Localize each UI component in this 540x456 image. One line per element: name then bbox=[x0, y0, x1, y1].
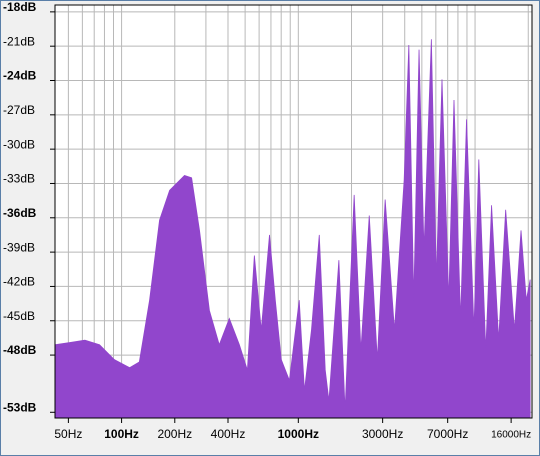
y-tick-label: -39dB bbox=[3, 240, 35, 254]
plot-border bbox=[54, 4, 533, 419]
labels: -18dB -21dB -24dB -27dB -30dB -33dB -36dB -39dB… bbox=[3, 0, 531, 441]
x-tick-label: 200Hz bbox=[157, 427, 192, 441]
y-tick-label: -48dB bbox=[3, 343, 37, 357]
marks bbox=[54, 39, 531, 419]
y-tick-label: -18dB bbox=[3, 0, 37, 14]
x-tick-label: 3000Hz bbox=[362, 427, 403, 441]
spectrum-area bbox=[54, 39, 531, 419]
y-tick-label: -45dB bbox=[3, 309, 35, 323]
x-tick-label: 50Hz bbox=[54, 427, 82, 441]
x-tick-label: 7000Hz bbox=[427, 427, 468, 441]
x-tick-label: 400Hz bbox=[211, 427, 246, 441]
y-tick-label: -42dB bbox=[3, 275, 35, 289]
x-tick-label: 1000Hz bbox=[278, 427, 319, 441]
x-tick-label: 100Hz bbox=[104, 427, 139, 441]
x-tick-label: 16000Hz bbox=[491, 430, 531, 441]
y-tick-label: -53dB bbox=[3, 400, 37, 414]
y-tick-label: -27dB bbox=[3, 103, 35, 117]
y-tick-label: -33dB bbox=[3, 172, 35, 186]
y-tick-label: -36dB bbox=[3, 206, 37, 220]
y-tick-label: -24dB bbox=[3, 69, 37, 83]
y-tick-label: -30dB bbox=[3, 137, 35, 151]
y-tick-label: -21dB bbox=[3, 34, 35, 48]
